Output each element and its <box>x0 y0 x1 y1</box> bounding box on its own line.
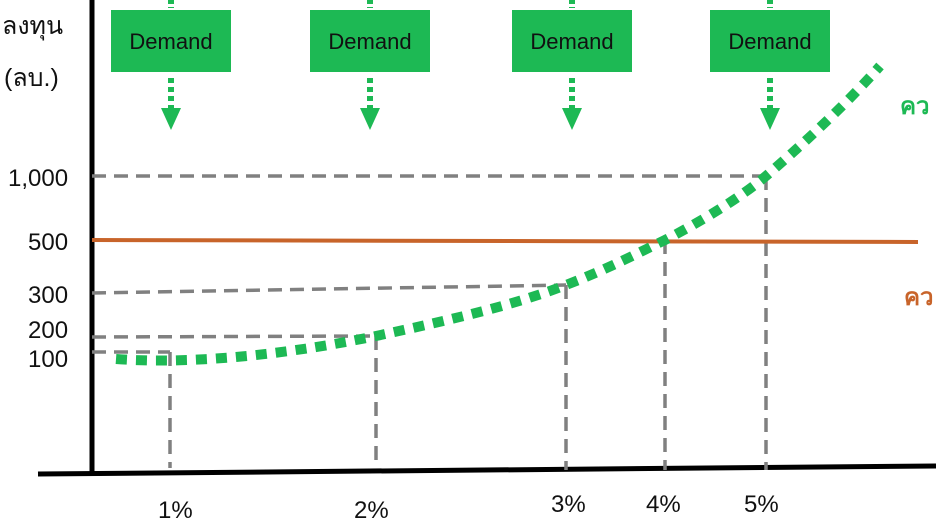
x-tick-2: 2% <box>354 497 389 520</box>
ref-h-2 <box>91 334 377 339</box>
demand-box <box>310 10 430 72</box>
demand-arrow-head <box>562 108 582 130</box>
demand-arrow-head <box>161 108 181 130</box>
demand-label: Demand <box>728 29 811 54</box>
legend-green-label: คว <box>900 93 930 120</box>
demand-label: Demand <box>530 29 613 54</box>
y-tick-100: 100 <box>28 346 68 373</box>
x-tick-5: 5% <box>744 491 779 518</box>
green-series-curve <box>115 62 884 366</box>
demand-label: Demand <box>129 29 212 54</box>
demand-label: Demand <box>328 29 411 54</box>
x-tick-4: 4% <box>646 491 681 518</box>
y-tick-1000: 1,000 <box>8 165 68 192</box>
x-tick-1: 1% <box>158 497 193 520</box>
demand-arrow-head <box>360 108 380 130</box>
legend-orange-label: คว <box>904 284 934 311</box>
demand-box <box>710 10 830 72</box>
ref-h-3 <box>91 283 567 295</box>
demand-group: Demand Demand Demand Demand <box>111 0 830 130</box>
y-tick-300: 300 <box>28 282 68 309</box>
demand-arrow-head <box>760 108 780 130</box>
y-axis-label-line-1: ลงทุน <box>2 12 63 41</box>
y-tick-200: 200 <box>28 317 68 344</box>
orange-series-line <box>91 238 919 244</box>
x-tick-3: 3% <box>551 491 586 518</box>
x-axis <box>37 463 936 477</box>
demand-box <box>111 10 231 72</box>
y-tick-500: 500 <box>28 229 68 256</box>
y-axis-label-line-2: (ลบ.) <box>4 64 59 92</box>
demand-box <box>512 10 632 72</box>
